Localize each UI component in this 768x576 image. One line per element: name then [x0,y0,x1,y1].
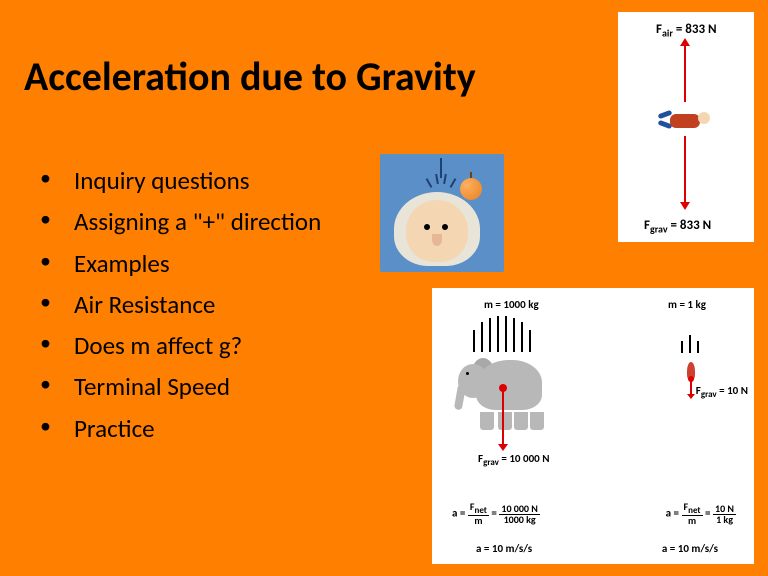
list-item: Terminal Speed [40,366,321,407]
motion-lines-icon [470,316,534,352]
list-item: Does m affect g? [40,325,321,366]
elephant-fgrav-label: Fgrav = 10 000 N [478,452,549,468]
skydiver-force-diagram: Fair = 833 N Fgrav = 833 N [618,12,754,242]
list-item: Practice [40,408,321,449]
arrow-up-icon [684,46,686,102]
newton-cartoon [380,154,504,272]
mass-comparison-diagram: m = 1000 kg m = 1 kg Fgrav = 10 000 N Fg… [432,288,754,564]
elephant-result: a = 10 m/s/s [476,542,532,555]
f-air-label: Fair = 833 N [656,22,717,40]
feather-equation: a = Fnetm = 10 N1 kg [666,502,736,526]
skydiver-icon [658,106,712,138]
arrow-down-icon [684,136,686,202]
elephant-mass-label: m = 1000 kg [484,298,539,311]
page-title: Acceleration due to Gravity [24,52,476,101]
feather-mass-label: m = 1 kg [668,298,706,311]
feather-fgrav-label: Fgrav = 10 N [696,384,748,400]
list-item: Inquiry questions [40,160,321,201]
elephant-equation: a = Fnetm = 10 000 N1000 kg [452,502,540,526]
f-grav-label: Fgrav = 833 N [644,218,711,236]
bullet-list: Inquiry questions Assigning a "+" direct… [40,160,321,449]
list-item: Assigning a "+" direction [40,201,321,242]
apple-icon [460,178,482,200]
force-arrow-icon [690,378,692,394]
list-item: Examples [40,243,321,284]
motion-lines-icon [678,334,702,353]
list-item: Air Resistance [40,284,321,325]
feather-result: a = 10 m/s/s [662,542,718,555]
force-arrow-icon [502,386,504,444]
elephant-icon [458,350,558,420]
